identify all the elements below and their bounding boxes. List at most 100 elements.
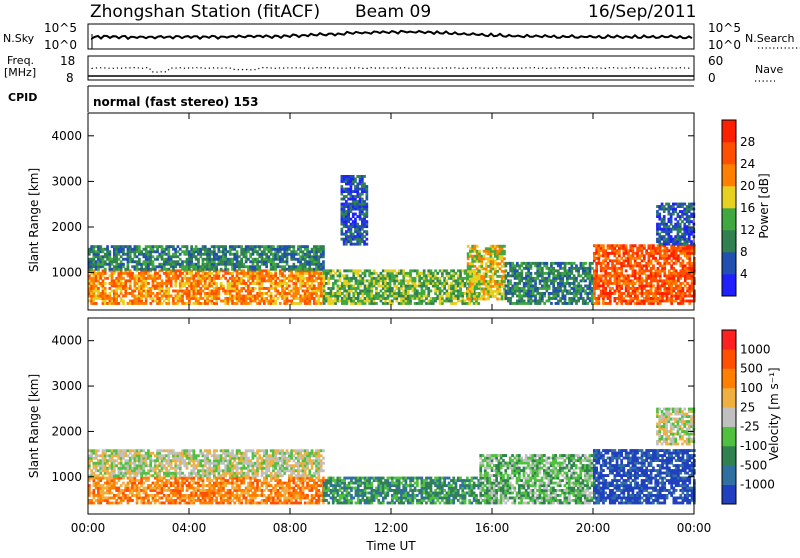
power-cell-b2 (450, 287, 453, 290)
power-cell-b2 (350, 297, 353, 300)
power-cell-b2 (432, 302, 435, 305)
power-cell-b3 (350, 210, 353, 213)
power-cell-b6 (659, 295, 662, 298)
power-cell-b2 (448, 285, 451, 288)
power-cell-b0 (177, 269, 180, 272)
power-cell-b0 (129, 292, 132, 295)
power-cell-b0 (286, 292, 289, 295)
power-cell-b2 (371, 290, 374, 293)
power-cell-b6 (643, 257, 646, 260)
power-cell-b0 (163, 282, 166, 285)
power-cell-b6 (638, 267, 641, 270)
power-cell-b3 (350, 225, 353, 228)
power-cell-b1 (129, 250, 132, 253)
power-cell-b0 (181, 300, 184, 303)
power-cell-b0 (261, 297, 264, 300)
power-cell-b2 (396, 295, 399, 298)
power-cell-b6 (593, 292, 596, 295)
power-cell-b4 (471, 277, 474, 280)
power-cell-b1 (263, 253, 266, 256)
power-cell-b5 (511, 267, 514, 270)
power-cell-b1 (193, 265, 196, 268)
power-cell-b0 (106, 297, 109, 300)
power-cell-b2 (382, 292, 385, 295)
power-cell-b1 (152, 255, 155, 258)
power-cell-b0 (318, 282, 321, 285)
power-cell-b1 (172, 245, 175, 248)
power-cell-b6 (677, 274, 680, 277)
power-cell-b2 (430, 282, 433, 285)
power-cell-b1 (118, 253, 121, 256)
power-cell-b6 (659, 302, 662, 305)
velocity-cell-b0 (104, 487, 107, 490)
velocity-cell-b0 (93, 484, 96, 487)
power-cell-b5 (577, 267, 580, 270)
power-cell-b1 (129, 253, 132, 256)
power-cell-b2 (357, 269, 360, 272)
power-cell-b6 (648, 282, 651, 285)
power-cell-b4 (485, 252, 488, 255)
power-cell-b1 (224, 258, 227, 261)
power-cell-b6 (643, 259, 646, 262)
power-cell-b3 (350, 188, 353, 191)
power-cell-b0 (277, 297, 280, 300)
power-cell-b1 (186, 253, 189, 256)
power-cell-b5 (557, 272, 560, 275)
power-cell-b1 (245, 265, 248, 268)
power-cell-b2 (389, 269, 392, 272)
power-cell-b1 (283, 248, 286, 251)
power-cell-b5 (543, 295, 546, 298)
power-cell-b1 (195, 250, 198, 253)
velocity-cell-b0 (138, 479, 141, 482)
power-cell-b0 (249, 292, 252, 295)
power-cell-b0 (308, 285, 311, 288)
power-cell-b6 (657, 272, 660, 275)
power-cell-b2 (323, 297, 326, 300)
power-cell-b0 (177, 297, 180, 300)
power-cell-b1 (170, 255, 173, 258)
power-cell-b6 (666, 249, 669, 252)
power-cell-b3 (345, 175, 348, 178)
power-cell-b1 (147, 255, 150, 258)
power-cell-b1 (104, 263, 107, 266)
power-cell-b0 (129, 274, 132, 277)
power-cell-b7 (670, 215, 673, 218)
power-cell-b7 (690, 208, 693, 211)
power-cell-b3 (361, 198, 364, 201)
power-cell-b4 (471, 285, 474, 288)
power-cell-b6 (602, 302, 605, 305)
power-colorbar-swatch (722, 252, 736, 274)
power-cell-b0 (254, 282, 257, 285)
power-cell-b2 (407, 272, 410, 275)
power-cell-b4 (503, 250, 506, 253)
power-cell-b0 (122, 285, 125, 288)
power-cell-b6 (688, 247, 691, 250)
power-cell-b5 (509, 282, 512, 285)
power-cell-b0 (122, 287, 125, 290)
power-cell-b6 (684, 277, 687, 280)
power-cell-b5 (530, 274, 533, 277)
power-cell-b0 (111, 274, 114, 277)
power-cell-b6 (634, 302, 637, 305)
power-cell-b0 (208, 295, 211, 298)
power-cell-b0 (295, 277, 298, 280)
power-cell-b0 (211, 295, 214, 298)
velocity-cell-b0 (102, 487, 105, 490)
power-cell-b4 (487, 285, 490, 288)
power-cell-b1 (143, 255, 146, 258)
power-cell-b4 (494, 255, 497, 258)
power-cell-b1 (236, 258, 239, 261)
power-cell-b2 (350, 300, 353, 303)
power-cell-b1 (158, 245, 161, 248)
power-cell-b0 (302, 300, 305, 303)
power-cell-b2 (325, 282, 328, 285)
power-cell-b7 (668, 233, 671, 236)
power-cell-b0 (154, 279, 157, 282)
power-cell-b6 (598, 244, 601, 247)
power-cell-b2 (432, 272, 435, 275)
power-cell-b5 (552, 295, 555, 298)
power-cell-b5 (561, 292, 564, 295)
power-cell-b6 (641, 267, 644, 270)
power-cell-b3 (345, 190, 348, 193)
power-cell-b1 (249, 255, 252, 258)
